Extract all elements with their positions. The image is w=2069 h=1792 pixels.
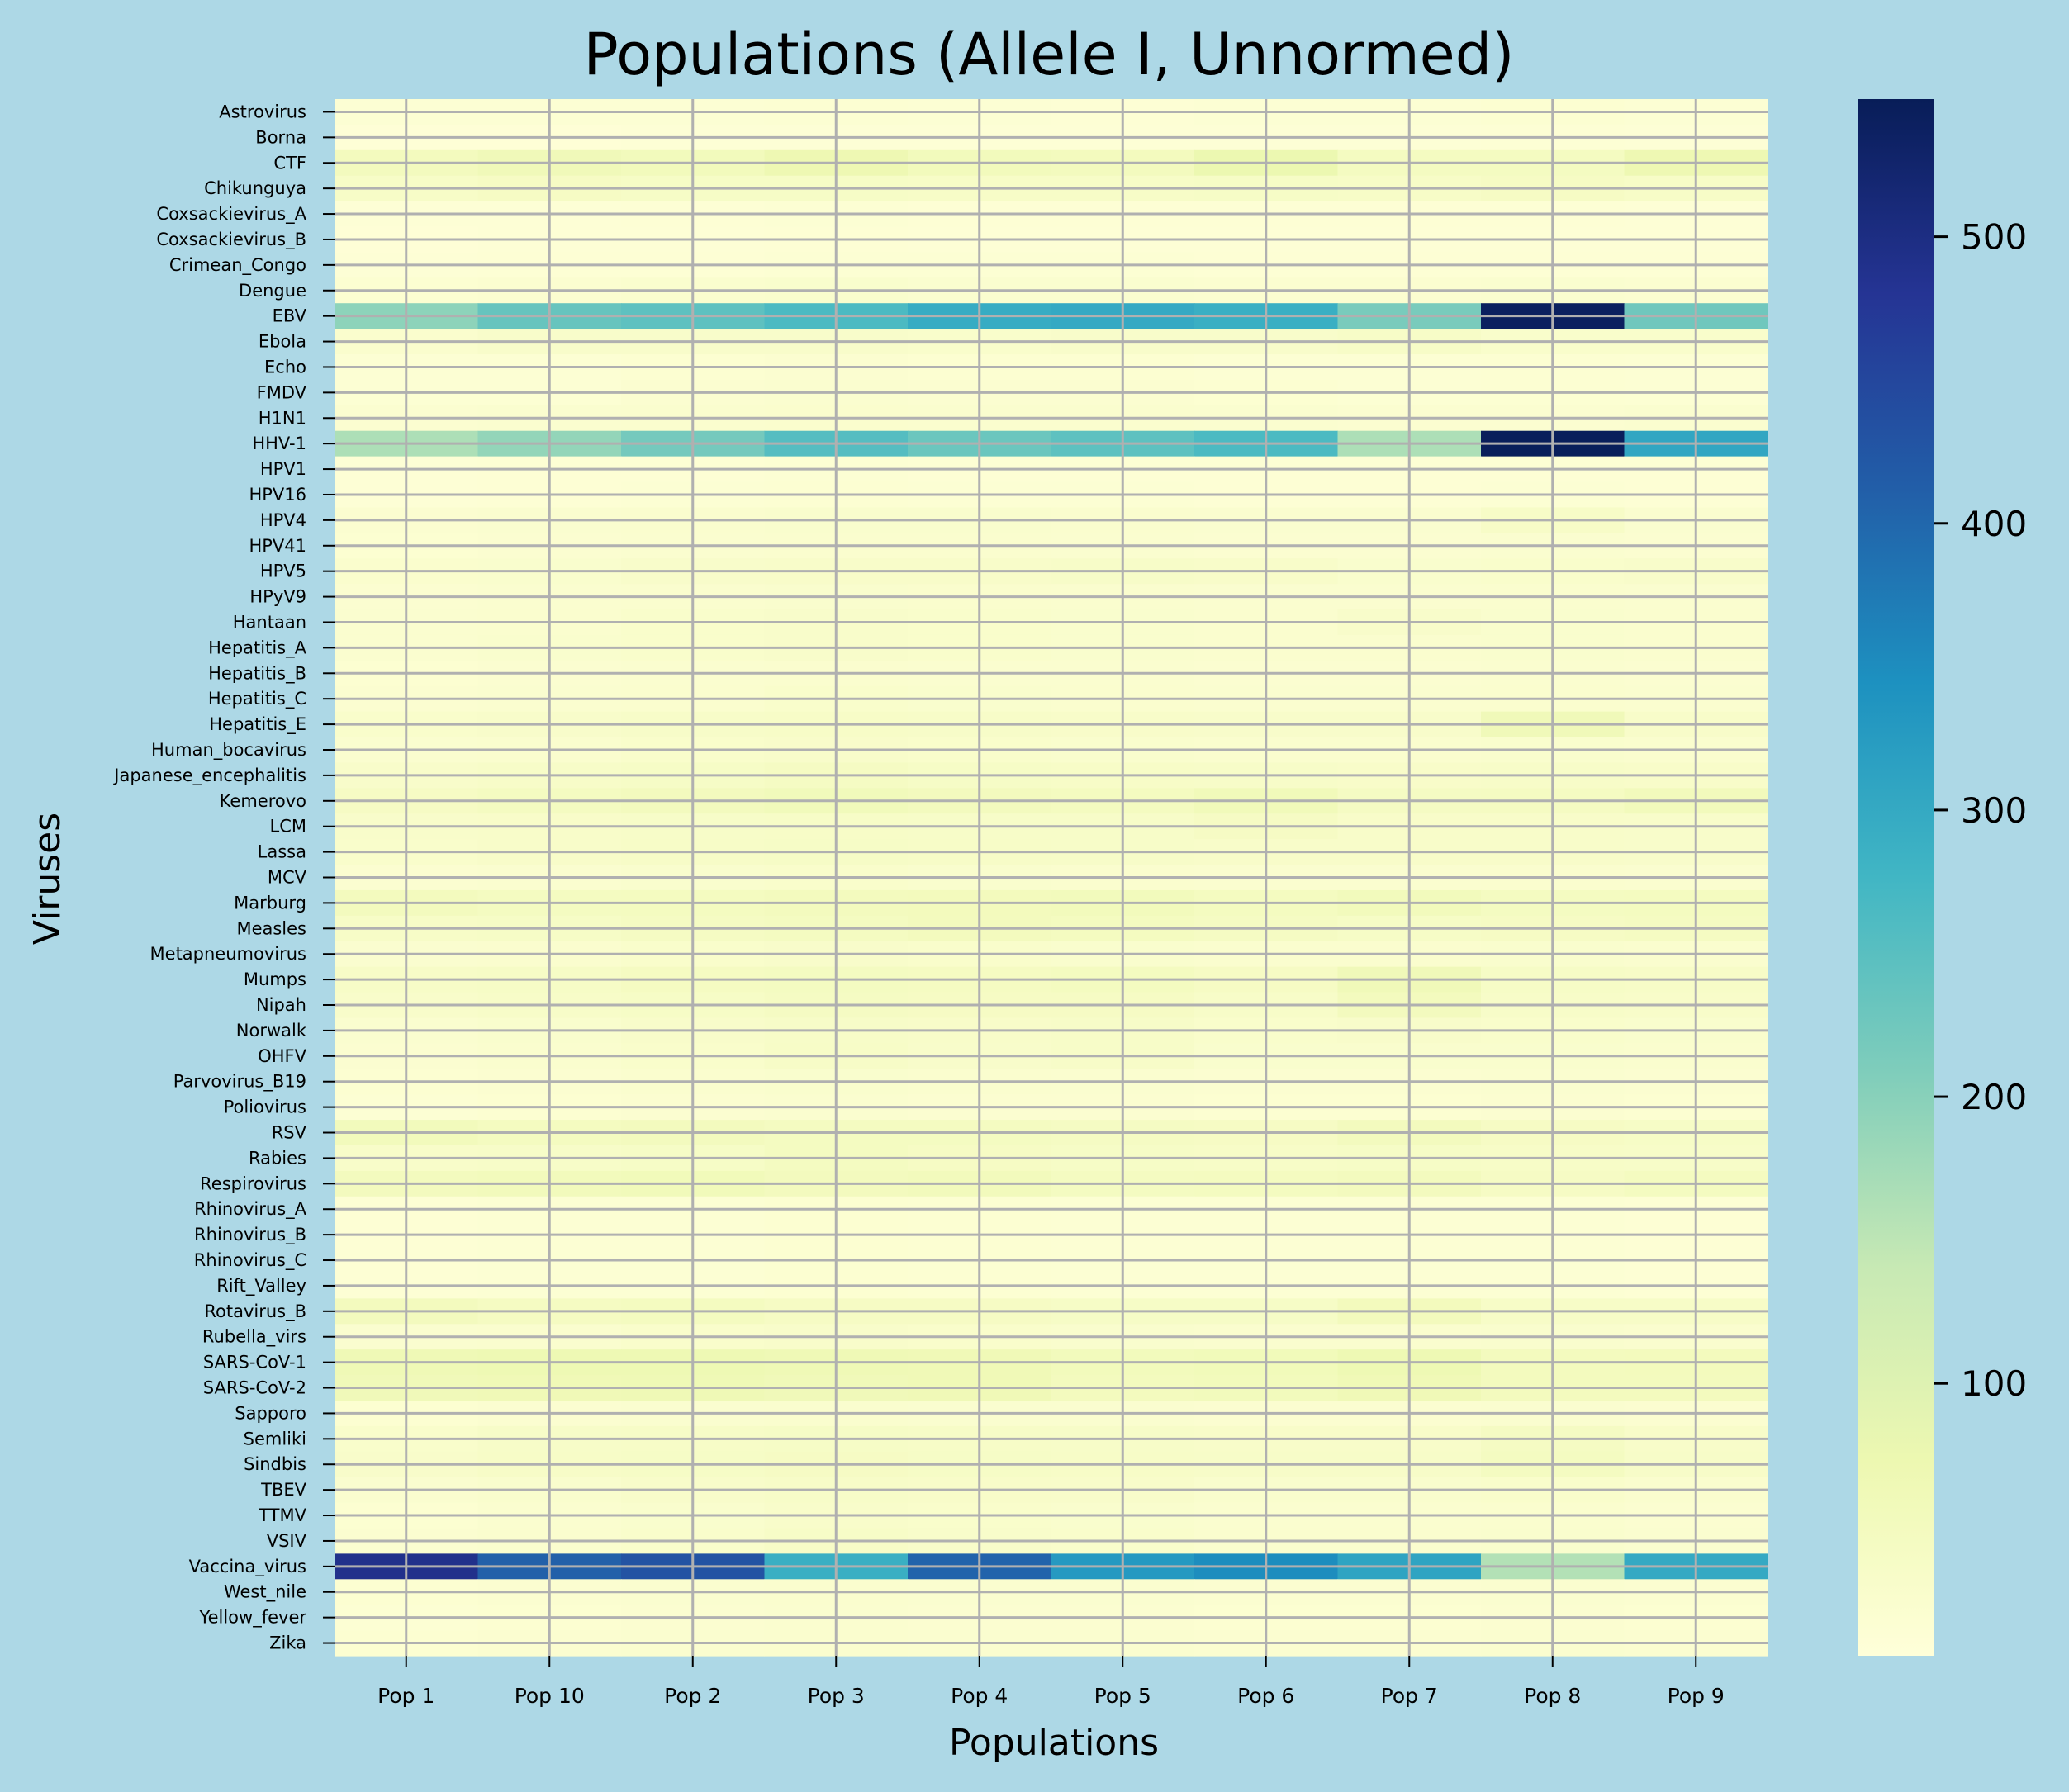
y-tick-label: Hepatitis_A bbox=[208, 638, 306, 658]
y-tick-label: Metapneumovirus bbox=[150, 944, 306, 964]
y-tick-label: Astrovirus bbox=[219, 102, 306, 121]
y-tick-label: Marburg bbox=[234, 893, 306, 913]
y-tick-label: Crimean_Congo bbox=[169, 255, 306, 276]
y-tick-label: Hepatitis_C bbox=[208, 689, 306, 709]
y-tick-label: Dengue bbox=[239, 281, 306, 301]
x-tick-label: Pop 9 bbox=[1668, 1684, 1725, 1708]
y-tick-label: Rhinovirus_B bbox=[194, 1225, 306, 1245]
x-tick-label: Pop 7 bbox=[1381, 1684, 1438, 1708]
y-tick-label: Rhinovirus_C bbox=[194, 1250, 306, 1271]
y-tick-label: FMDV bbox=[257, 382, 307, 402]
y-tick-label: RSV bbox=[272, 1123, 307, 1143]
x-tick-label: Pop 5 bbox=[1094, 1684, 1151, 1708]
y-tick-label: HPV4 bbox=[260, 510, 306, 530]
y-tick-label: Rift_Valley bbox=[216, 1276, 306, 1297]
colorbar-tick-label: 200 bbox=[1961, 1077, 2027, 1117]
y-tick-label: HHV-1 bbox=[252, 434, 306, 453]
y-tick-label: Human_bocavirus bbox=[151, 740, 306, 761]
y-tick-label: Zika bbox=[269, 1633, 306, 1653]
y-tick-label: Ebola bbox=[259, 332, 306, 352]
y-tick-labels: Astrovirus Borna CTF Chikunguya Coxsackievir… bbox=[112, 102, 335, 1653]
x-axis-label: Populations bbox=[949, 1722, 1159, 1764]
x-tick-label: Pop 10 bbox=[515, 1684, 585, 1708]
y-tick-label: Nipah bbox=[256, 995, 306, 1015]
y-tick-label: Rabies bbox=[249, 1148, 306, 1168]
y-tick-label: LCM bbox=[270, 817, 306, 837]
y-tick-label: Chikunguya bbox=[204, 178, 306, 198]
y-tick-label: Semliki bbox=[244, 1429, 306, 1448]
y-tick-label: Measles bbox=[236, 918, 306, 938]
y-tick-label: Norwalk bbox=[236, 1021, 307, 1041]
y-tick-label: HPV5 bbox=[260, 562, 306, 581]
y-tick-label: TTMV bbox=[258, 1505, 306, 1525]
y-tick-label: Vaccina_virus bbox=[189, 1557, 306, 1577]
y-tick-label: EBV bbox=[273, 306, 307, 326]
colorbar: 100 200 300 400 500 bbox=[1858, 99, 2027, 1656]
y-tick-label: TBEV bbox=[260, 1480, 307, 1500]
y-tick-label: Coxsackievirus_B bbox=[156, 230, 306, 250]
y-tick-label: HPyV9 bbox=[249, 587, 306, 607]
y-tick-label: Hantaan bbox=[233, 612, 306, 632]
colorbar-tick-label: 100 bbox=[1961, 1363, 2027, 1404]
y-tick-label: Rotavirus_B bbox=[204, 1301, 306, 1322]
colorbar-tick-label: 300 bbox=[1961, 790, 2027, 831]
y-tick-label: Coxsackievirus_A bbox=[156, 204, 306, 225]
y-tick-label: Yellow_fever bbox=[199, 1608, 307, 1628]
x-tick-label: Pop 8 bbox=[1524, 1684, 1581, 1708]
x-tick-label: Pop 4 bbox=[951, 1684, 1008, 1708]
y-tick-label: Borna bbox=[255, 127, 306, 147]
y-tick-label: SARS-CoV-2 bbox=[203, 1378, 306, 1398]
colorbar-tick-label: 500 bbox=[1961, 217, 2027, 258]
y-tick-label: HPV41 bbox=[249, 536, 306, 556]
y-tick-label: Hepatitis_E bbox=[209, 714, 306, 735]
x-tick-label: Pop 2 bbox=[664, 1684, 721, 1708]
x-tick-label: Pop 1 bbox=[377, 1684, 434, 1708]
y-tick-label: Sindbis bbox=[244, 1454, 306, 1474]
y-tick-label: Echo bbox=[264, 357, 306, 377]
y-tick-label: HPV16 bbox=[249, 485, 306, 505]
y-tick-label: Rhinovirus_A bbox=[194, 1199, 307, 1220]
y-axis-label: Viruses bbox=[26, 813, 69, 945]
y-tick-label: HPV1 bbox=[260, 459, 306, 479]
y-tick-label: Sapporo bbox=[235, 1403, 306, 1423]
y-tick-label: Rubella_virs bbox=[202, 1327, 306, 1348]
x-tick-label: Pop 6 bbox=[1237, 1684, 1294, 1708]
colorbar-gradient bbox=[1858, 99, 1934, 1656]
y-tick-label: Parvovirus_B19 bbox=[173, 1072, 306, 1093]
colorbar-tick-label: 400 bbox=[1961, 504, 2027, 544]
y-tick-label: Poliovirus bbox=[224, 1097, 306, 1117]
y-tick-label: VSIV bbox=[267, 1531, 307, 1551]
y-tick-label: Respirovirus bbox=[200, 1173, 306, 1193]
x-tick-label: Pop 3 bbox=[808, 1684, 865, 1708]
y-tick-label: Kemerovo bbox=[220, 791, 306, 811]
y-tick-label: Japanese_encephalitis bbox=[112, 766, 306, 786]
y-tick-label: MCV bbox=[268, 868, 307, 888]
x-tick-labels: Pop 1 Pop 10 Pop 2 Pop 3 Pop 4 Pop 5 Pop 6 Pop … bbox=[377, 1656, 1725, 1708]
y-tick-label: OHFV bbox=[258, 1046, 306, 1066]
y-tick-label: West_nile bbox=[224, 1582, 306, 1603]
y-tick-label: CTF bbox=[273, 153, 306, 173]
y-tick-label: Mumps bbox=[244, 969, 306, 989]
chart-title: Populations (Allele I, Unnormed) bbox=[584, 21, 1515, 88]
y-tick-label: H1N1 bbox=[259, 408, 306, 428]
y-tick-label: Hepatitis_B bbox=[208, 663, 306, 684]
y-tick-label: Lassa bbox=[258, 842, 306, 862]
grid-lines bbox=[335, 99, 1768, 1656]
y-tick-label: SARS-CoV-1 bbox=[203, 1353, 306, 1372]
